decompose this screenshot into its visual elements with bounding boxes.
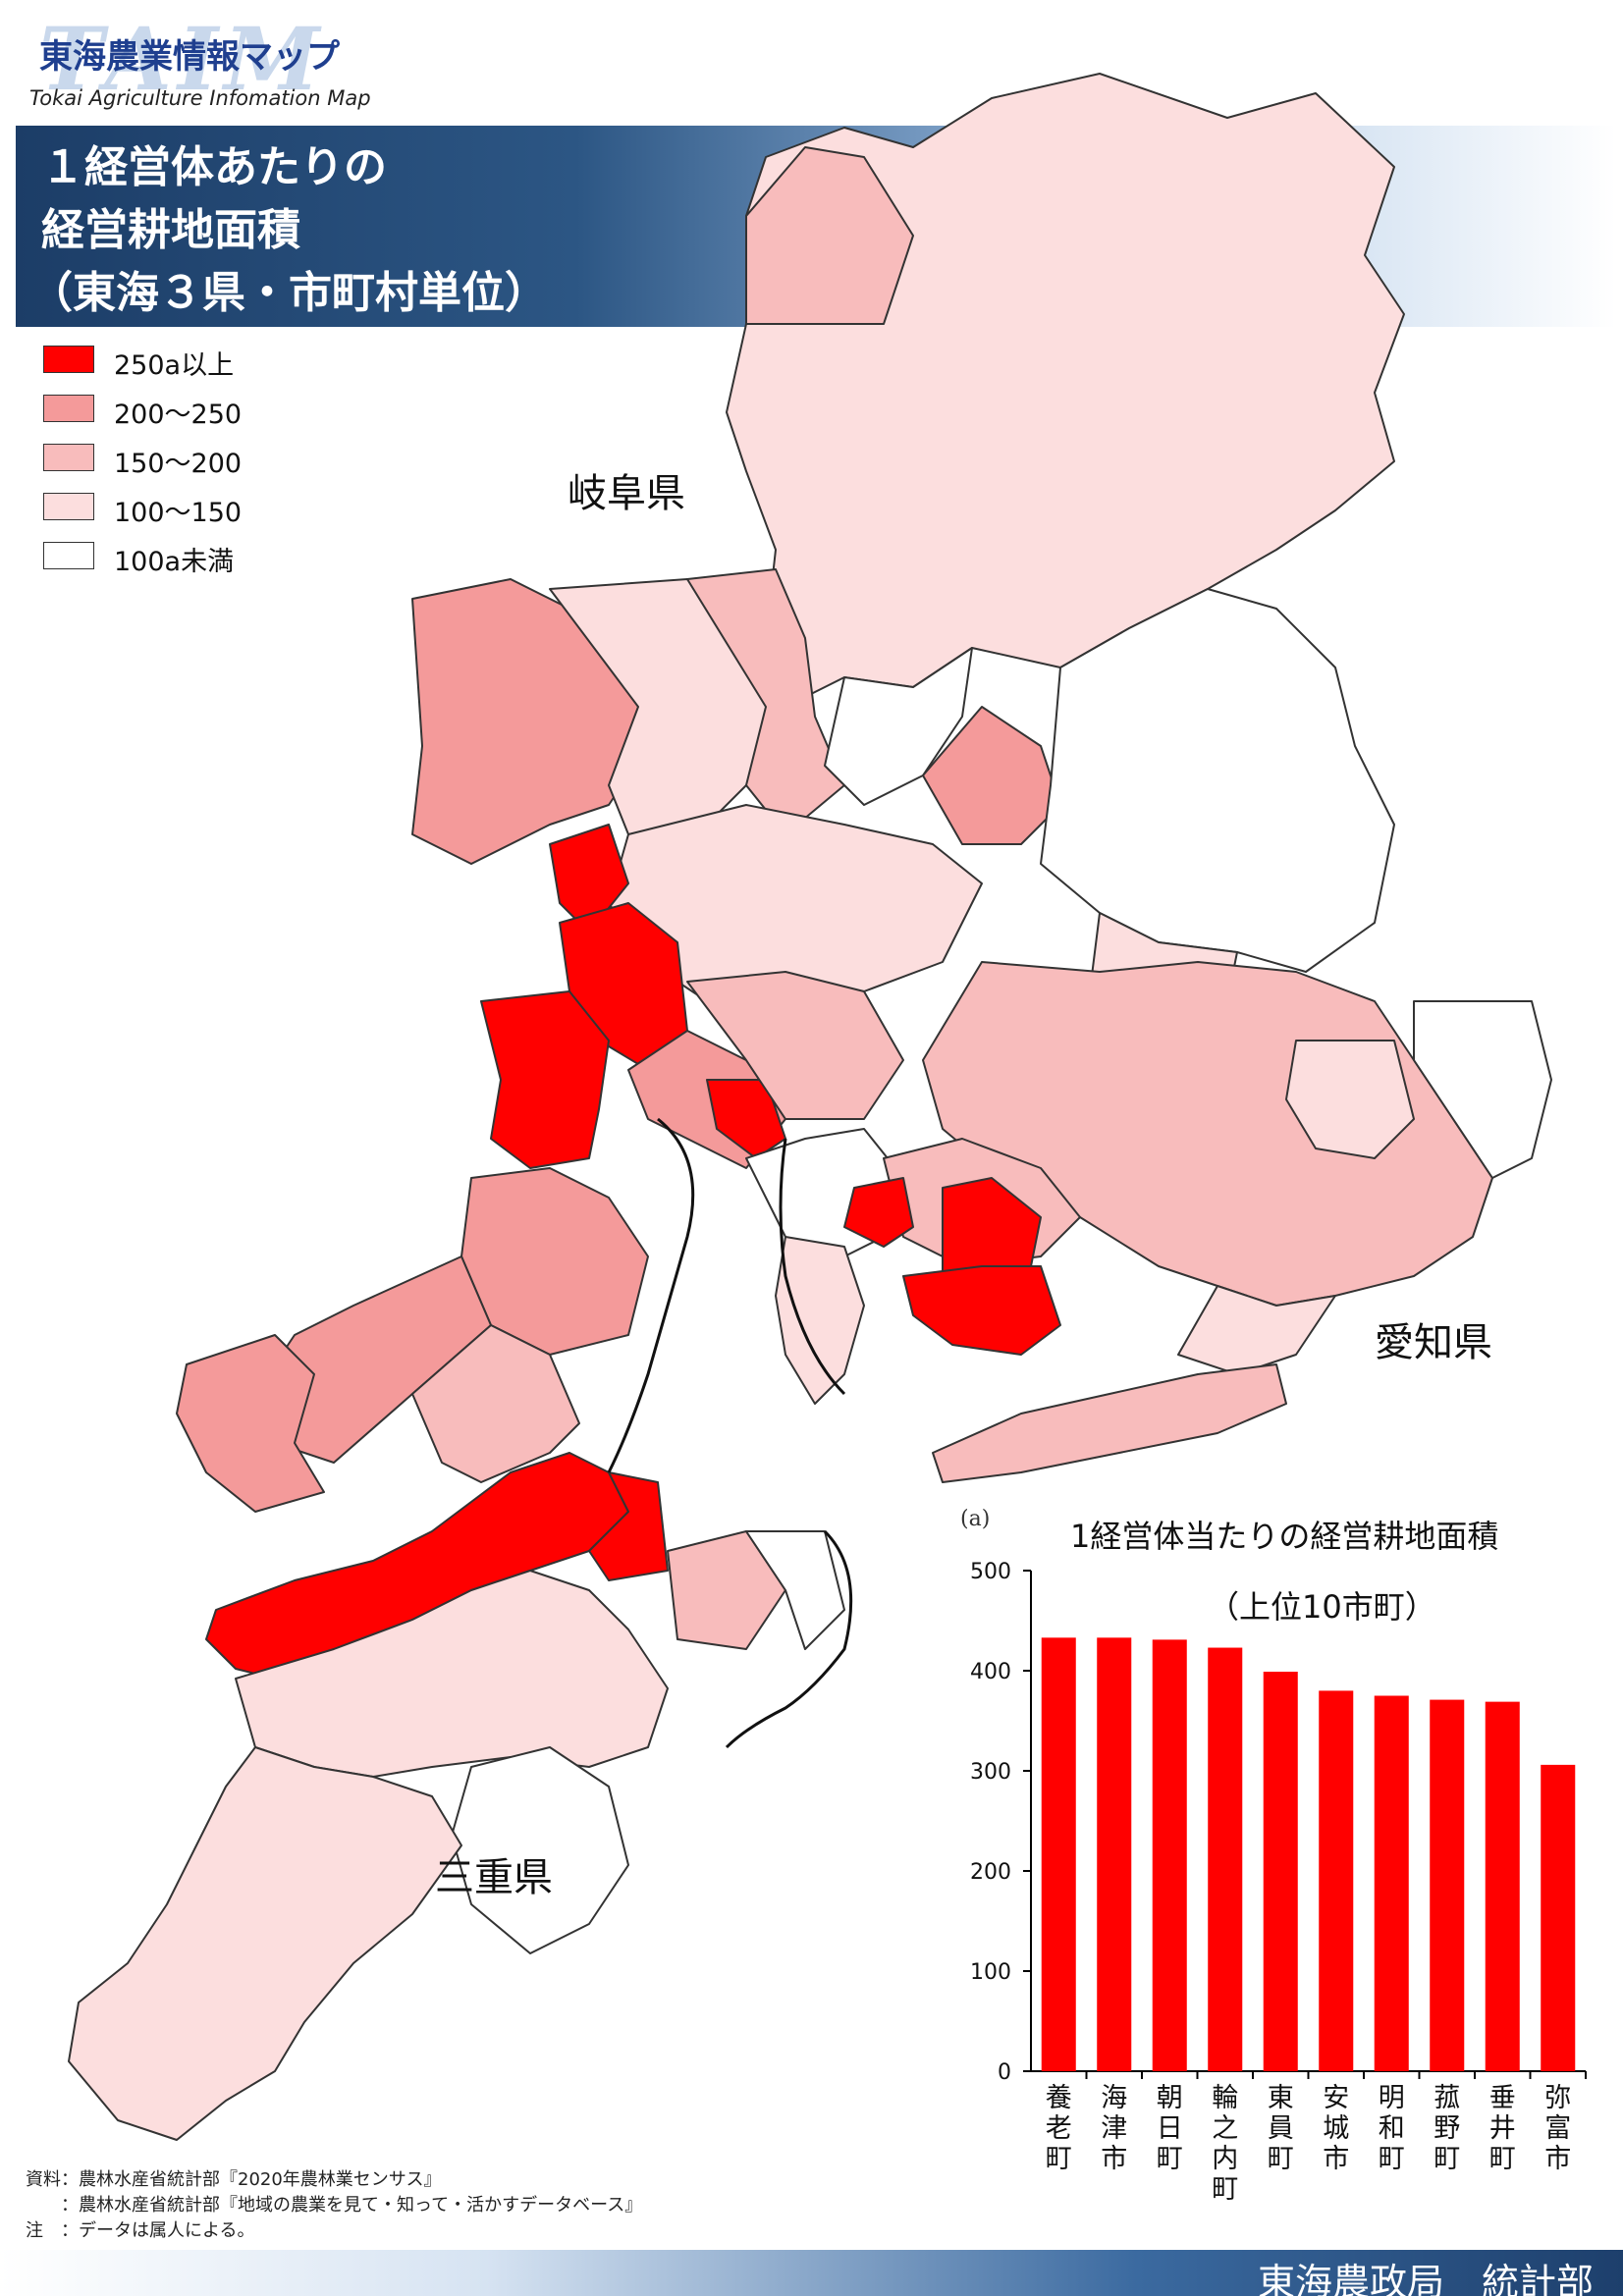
map-region bbox=[843, 1177, 914, 1248]
map-region bbox=[1285, 1040, 1415, 1159]
y-tick-label: 100 bbox=[970, 1960, 1011, 1985]
legend-label: 200～250 bbox=[114, 400, 243, 430]
bar bbox=[1319, 1690, 1354, 2071]
map-coast bbox=[779, 1138, 846, 1396]
logo: TAIM 東海農業情報マップ Tokai Agriculture Infomat… bbox=[29, 8, 442, 116]
bar bbox=[1374, 1695, 1409, 2071]
map-region bbox=[176, 1334, 325, 1513]
logo-mark: TAIM bbox=[39, 8, 326, 110]
bar bbox=[1152, 1639, 1187, 2071]
map-region bbox=[902, 1265, 1061, 1356]
logo-title: 東海農業情報マップ bbox=[39, 37, 340, 77]
map-region bbox=[775, 1236, 865, 1405]
bar-chart: 0 100 200 300 400 500 養老町 海津市 朝日町 輪之内町 東員町 安城市 明和町 菰野… bbox=[970, 1560, 1587, 2205]
page-title-line-3: （東海３県・市町村単位） bbox=[29, 268, 548, 318]
x-tick-label: 朝日町 bbox=[1157, 2083, 1183, 2174]
y-tick-label: 400 bbox=[970, 1660, 1011, 1684]
legend-label: 250a以上 bbox=[114, 350, 235, 381]
x-tick-label: 安城市 bbox=[1323, 2083, 1349, 2174]
y-tick-label: 500 bbox=[970, 1560, 1011, 1584]
map-region bbox=[932, 1363, 1287, 1483]
map-region bbox=[451, 1746, 629, 1954]
footer-organization: 東海農政局 統計部 bbox=[1257, 2261, 1594, 2296]
map-coast bbox=[725, 1529, 853, 1749]
map-region bbox=[411, 578, 649, 865]
x-tick-label: 東員町 bbox=[1268, 2083, 1294, 2174]
page-title-line-1: １経営体あたりの bbox=[41, 142, 387, 192]
map-coast bbox=[607, 1117, 695, 1473]
bar bbox=[1097, 1637, 1132, 2071]
map-region bbox=[588, 1471, 669, 1581]
bar bbox=[1541, 1764, 1576, 2071]
chart-panel-label: (a) bbox=[960, 1507, 991, 1531]
map-region bbox=[706, 1079, 786, 1159]
bar bbox=[1430, 1699, 1465, 2071]
legend-swatch bbox=[43, 444, 94, 471]
prefecture-label-aichi: 愛知県 bbox=[1375, 1320, 1492, 1365]
x-tick-label: 弥富市 bbox=[1544, 2083, 1571, 2174]
legend-swatch bbox=[43, 542, 94, 569]
legend-label: 150～200 bbox=[114, 449, 243, 479]
prefecture-label-mie: 三重県 bbox=[435, 1855, 553, 1900]
x-tick-label: 海津市 bbox=[1101, 2083, 1127, 2174]
legend-swatch bbox=[43, 493, 94, 520]
map-region bbox=[686, 971, 904, 1120]
map-region bbox=[1413, 1000, 1552, 1179]
bar bbox=[1208, 1647, 1243, 2071]
legend-swatch bbox=[43, 395, 94, 422]
y-tick-label: 300 bbox=[970, 1760, 1011, 1785]
map-region bbox=[1040, 588, 1395, 973]
page-title-line-2: 経営耕地面積 bbox=[41, 205, 300, 255]
legend-label: 100a未満 bbox=[114, 547, 235, 577]
logo-subtitle: Tokai Agriculture Infomation Map bbox=[29, 86, 371, 110]
map-region bbox=[745, 1530, 845, 1650]
legend-swatch bbox=[43, 346, 94, 373]
map-region bbox=[480, 990, 610, 1169]
source-notes: 資料：農林水産省統計部『2020年農林業センサス』 ：農林水産省統計部『地域の農… bbox=[26, 2167, 642, 2244]
y-tick-label: 200 bbox=[970, 1860, 1011, 1885]
x-tick-label: 垂井町 bbox=[1489, 2083, 1516, 2174]
x-tick-label: 菰野町 bbox=[1434, 2083, 1460, 2174]
note-line: ：農林水産省統計部『地域の農業を見て・知って・活かすデータベース』 bbox=[26, 2195, 643, 2216]
footer-band bbox=[0, 2250, 1623, 2296]
y-tick-label: 0 bbox=[998, 2060, 1011, 2085]
bar bbox=[1041, 1637, 1076, 2071]
x-tick-label: 養老町 bbox=[1046, 2083, 1072, 2174]
map-region bbox=[1177, 1285, 1336, 1375]
legend-label: 100～150 bbox=[114, 498, 243, 528]
map-region bbox=[824, 647, 973, 806]
map-region bbox=[667, 1530, 786, 1650]
x-tick-label: 輪之内町 bbox=[1212, 2083, 1238, 2205]
x-tick-label: 明和町 bbox=[1379, 2083, 1405, 2174]
chart-subtitle: （上位10市町） bbox=[1208, 1588, 1436, 1626]
prefecture-label-gifu: 岐阜県 bbox=[568, 471, 685, 516]
bar bbox=[1485, 1701, 1520, 2071]
map-region bbox=[745, 146, 914, 325]
note-line: 注 ：データは属人による。 bbox=[26, 2220, 255, 2241]
note-line: 資料：農林水産省統計部『2020年農林業センサス』 bbox=[26, 2169, 442, 2190]
chart-title: 1経営体当たりの経営耕地面積 bbox=[1070, 1518, 1499, 1555]
map-region bbox=[68, 1746, 462, 2141]
map-region bbox=[411, 1324, 580, 1483]
bar bbox=[1263, 1672, 1298, 2071]
